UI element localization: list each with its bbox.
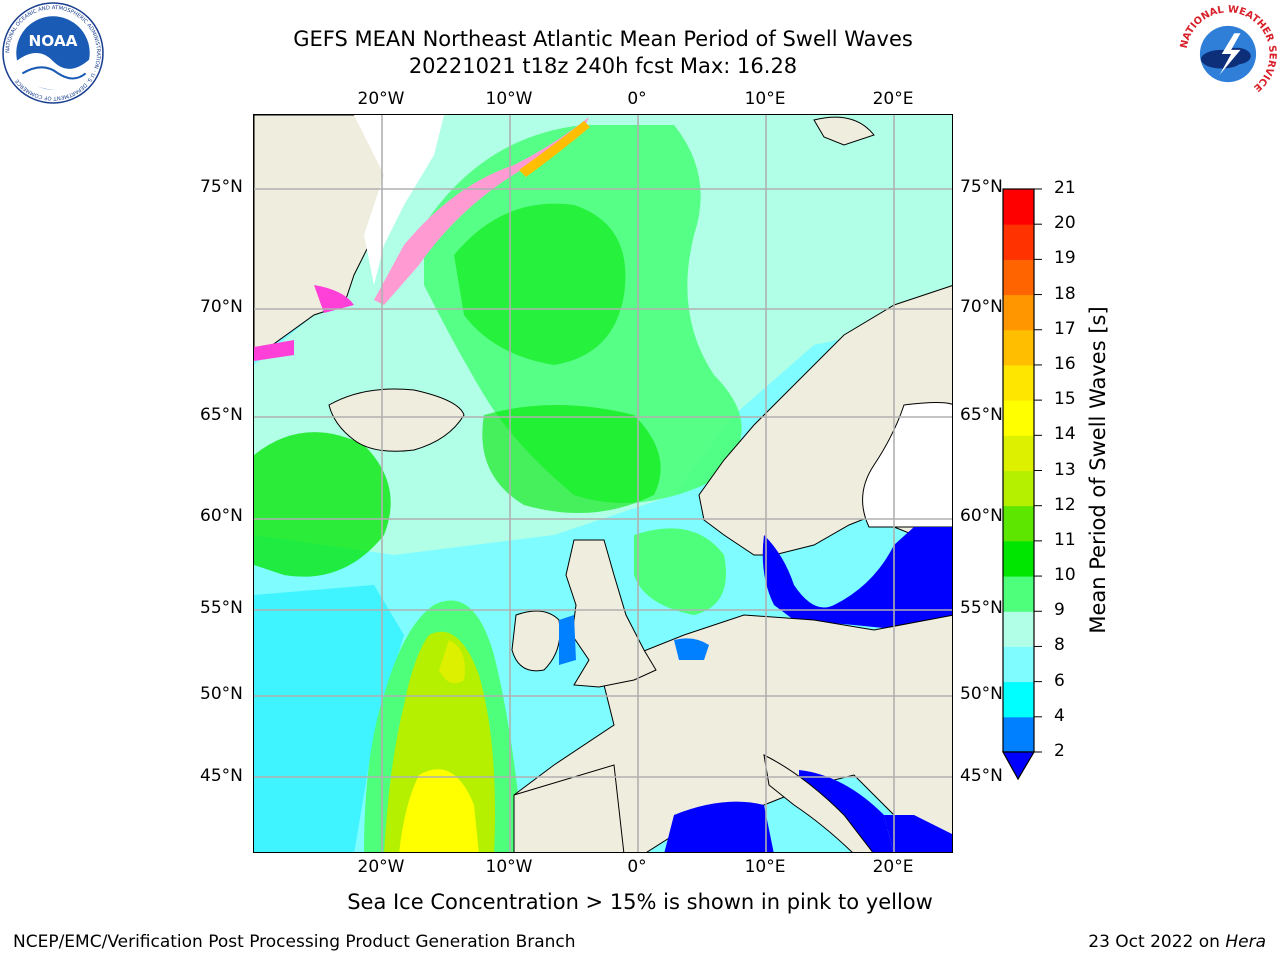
lon-tick-top: 10°E [744,89,786,109]
svg-text:NOAA: NOAA [28,32,77,50]
lat-tick-right: 65°N [960,405,1003,425]
colorbar-band [1003,364,1034,401]
colorbar-tick-label: 12 [1054,494,1076,515]
colorbar-tick-label: 8 [1054,635,1065,656]
colorbar-band [1003,294,1034,331]
lat-tick-left: 75°N [200,177,243,197]
lon-tick-bottom: 10°W [485,857,533,877]
colorbar-tick-label: 19 [1054,248,1076,269]
lat-tick-right: 45°N [960,766,1003,786]
lat-tick-right: 55°N [960,598,1003,618]
lat-tick-right: 50°N [960,684,1003,704]
colorbar-tick-label: 11 [1054,529,1076,550]
lat-tick-left: 50°N [200,684,243,704]
map-subtitle: 20221021 t18z 240h fcst Max: 16.28 [408,54,798,78]
southern-north-sea [674,638,709,660]
colorbar-title: Mean Period of Swell Waves [s] [1086,306,1110,634]
mediterranean-west [664,801,774,852]
colorbar-band [1003,400,1034,436]
colorbar-tick-label: 13 [1054,459,1076,480]
lat-tick-right: 70°N [960,297,1003,317]
lon-tick-top: 20°W [357,89,405,109]
colorbar-band [1003,435,1034,471]
swell-field-southwest [254,585,404,852]
colorbar-band [1003,505,1034,542]
lon-tick-bottom: 0° [627,857,647,877]
swell-field-northsea [634,528,726,615]
land-ireland [511,610,561,672]
nws-logo: NATIONAL WEATHER SERVICE [1178,4,1278,104]
lat-tick-right: 60°N [960,506,1003,526]
swell-plume-core [399,769,479,852]
swell-plume-patch [439,640,465,684]
colorbar-tick-label: 17 [1054,318,1076,339]
colorbar-tick-label: 16 [1054,353,1076,374]
map-title: GEFS MEAN Northeast Atlantic Mean Period… [293,27,913,51]
sea-ice-note: Sea Ice Concentration > 15% is shown in … [347,890,933,914]
lat-tick-left: 55°N [200,598,243,618]
colorbar-tick-label: 4 [1054,705,1065,726]
colorbar-band [1003,329,1034,366]
lat-tick-left: 70°N [200,297,243,317]
irish-sea [559,615,576,665]
adriatic-sea [799,770,894,852]
swell-field-10-11 [454,203,626,365]
land-iceland [328,388,465,452]
greenland-unfilled-coast [354,115,444,285]
colorbar-tick-label: 9 [1054,600,1065,621]
colorbar-band [1003,611,1034,647]
footer-credit: NCEP/EMC/Verification Post Processing Pr… [13,932,576,952]
mediterranean-east [884,815,952,852]
colorbar-band [1003,189,1034,225]
graticule [254,115,952,852]
colorbar-tick-label: 15 [1054,389,1076,410]
swell-field-center [482,405,661,513]
footer-date: 23 Oct 2022 on Hera [1088,932,1266,952]
colorbar-band [1003,224,1034,260]
colorbar-tick-label: 6 [1054,670,1065,691]
lat-tick-left: 60°N [200,506,243,526]
swell-field-west [254,432,391,577]
colorbar-band [1003,259,1034,296]
lat-tick-right: 75°N [960,177,1003,197]
lat-tick-left: 65°N [200,405,243,425]
lon-tick-bottom: 20°E [872,857,914,877]
land-iberia [513,764,625,852]
colorbar-band [1003,576,1034,612]
swell-period-map[interactable] [253,114,953,853]
lon-tick-bottom: 10°E [744,857,786,877]
lon-tick-top: 20°E [872,89,914,109]
colorbar [1001,188,1042,781]
lon-tick-top: 0° [627,89,647,109]
colorbar-tick-label: 21 [1054,178,1076,198]
lat-tick-left: 45°N [200,766,243,786]
sea-ice-south [254,340,294,361]
colorbar-tick-label: 18 [1054,283,1076,304]
map-canvas [254,115,952,852]
sea-ice-fjord [314,285,354,313]
colorbar-band [1003,470,1034,507]
land-svalbard [813,116,875,146]
baltic-sea [762,527,952,635]
land-italy [763,754,874,852]
noaa-logo: NOAA NATIONAL OCEANIC AND ATMOSPHERIC AD… [2,2,104,104]
colorbar-band [1003,681,1034,718]
colorbar-extend-arrow [1001,751,1036,781]
colorbar-tick-label: 20 [1054,213,1076,234]
colorbar-tick-label: 2 [1054,741,1065,761]
gulf-of-bothnia [862,402,952,528]
colorbar-band [1003,540,1034,577]
colorbar-tick-label: 10 [1054,565,1076,586]
sea-ice-edge [519,121,590,177]
colorbar-band [1003,646,1034,683]
lon-tick-top: 10°W [485,89,533,109]
colorbar-tick-label: 14 [1054,424,1076,445]
lon-tick-bottom: 20°W [357,857,405,877]
colorbar-band [1003,716,1034,753]
